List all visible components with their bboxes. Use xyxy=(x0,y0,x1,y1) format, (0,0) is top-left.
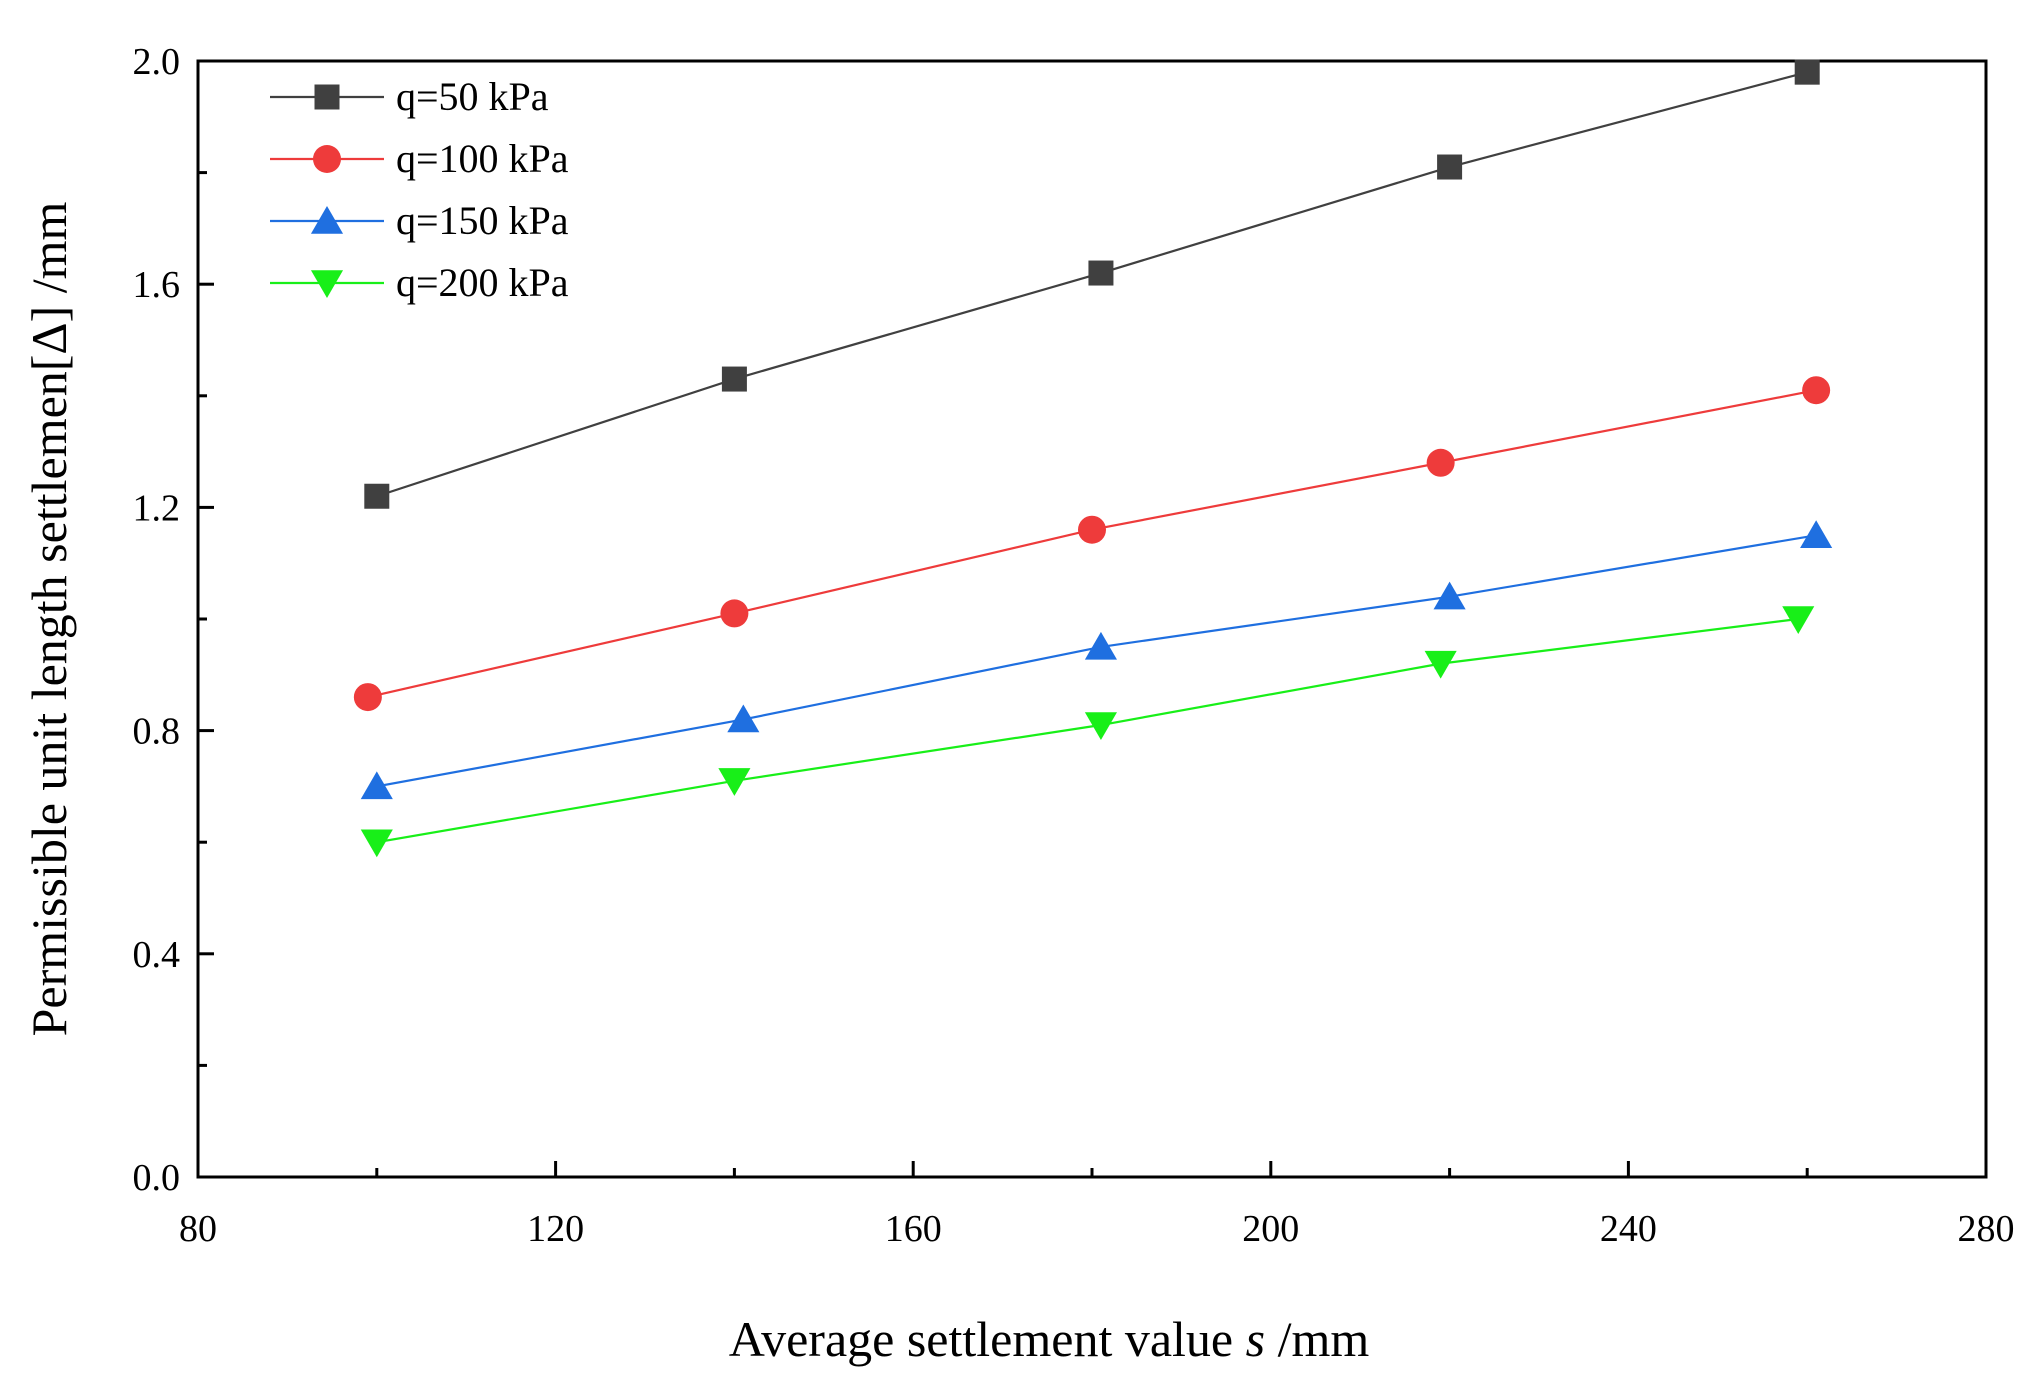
data-point-square xyxy=(721,366,747,392)
data-point-circle xyxy=(353,683,382,712)
data-point-square xyxy=(1088,260,1114,286)
series-layer xyxy=(353,59,1833,858)
y-tick-label: 2.0 xyxy=(133,41,181,83)
data-point-triangle-up xyxy=(1084,631,1117,660)
data-point-triangle-down xyxy=(718,768,751,796)
legend-marker-triangle-down xyxy=(310,270,344,298)
data-point-square xyxy=(364,483,390,509)
data-point-triangle-down xyxy=(1782,606,1815,634)
y-tick-label: 0.4 xyxy=(133,934,181,976)
series-1 xyxy=(364,59,1820,509)
legend-entry: q=150 kPa xyxy=(270,198,569,243)
series-2 xyxy=(353,376,1831,712)
data-point-circle xyxy=(1802,376,1831,405)
data-point-triangle-down xyxy=(1084,712,1117,741)
legend-label: q=150 kPa xyxy=(396,198,569,243)
data-point-triangle-up xyxy=(360,771,393,800)
legend-label: q=50 kPa xyxy=(396,74,549,119)
data-point-square xyxy=(1437,154,1463,180)
data-point-triangle-down xyxy=(360,829,393,858)
legend-entry: q=200 kPa xyxy=(270,260,569,305)
data-point-circle xyxy=(1078,515,1106,544)
x-tick-label: 160 xyxy=(885,1208,942,1250)
legend-label: q=100 kPa xyxy=(396,136,569,181)
y-tick-label: 0.8 xyxy=(133,711,181,753)
y-axis-title: Permissible unit length settlemen[Δ] /mm xyxy=(21,201,77,1036)
x-tick-label: 200 xyxy=(1242,1208,1299,1250)
y-tick-label: 1.2 xyxy=(133,487,181,529)
x-tick-label: 280 xyxy=(1958,1208,2015,1250)
y-tick-label: 1.6 xyxy=(133,264,181,306)
data-point-circle xyxy=(720,599,749,628)
y-axis-ticks: 0.0 0.4 0.8 1.2 1.6 2.0 xyxy=(133,41,214,1199)
series-4 xyxy=(360,606,1815,858)
data-point-square xyxy=(1794,59,1820,85)
legend-entry: q=50 kPa xyxy=(270,74,549,119)
data-point-triangle-up xyxy=(1800,520,1833,549)
legend-label: q=200 kPa xyxy=(396,260,569,305)
legend-marker-circle xyxy=(313,145,341,173)
x-tick-label: 240 xyxy=(1600,1208,1657,1250)
legend: q=50 kPa q=100 kPa q=150 kPa q=200 kPa xyxy=(270,74,569,305)
series-line xyxy=(376,617,1799,844)
y-tick-label: 0.0 xyxy=(133,1157,181,1199)
x-tick-label: 80 xyxy=(179,1208,217,1250)
x-tick-label: 120 xyxy=(527,1208,584,1250)
data-point-triangle-down xyxy=(1424,650,1457,679)
legend-marker-square xyxy=(314,84,340,110)
legend-marker-triangle-up xyxy=(310,206,344,234)
data-point-triangle-up xyxy=(727,704,760,733)
data-point-circle xyxy=(1426,448,1455,477)
legend-entry: q=100 kPa xyxy=(270,136,569,181)
series-line xyxy=(376,534,1817,788)
x-axis-ticks: 80 120 160 200 240 280 xyxy=(179,1161,2015,1250)
series-3 xyxy=(360,520,1833,800)
x-axis-title: Average settlement value s /mm xyxy=(729,1311,1370,1367)
data-point-triangle-up xyxy=(1433,581,1466,610)
